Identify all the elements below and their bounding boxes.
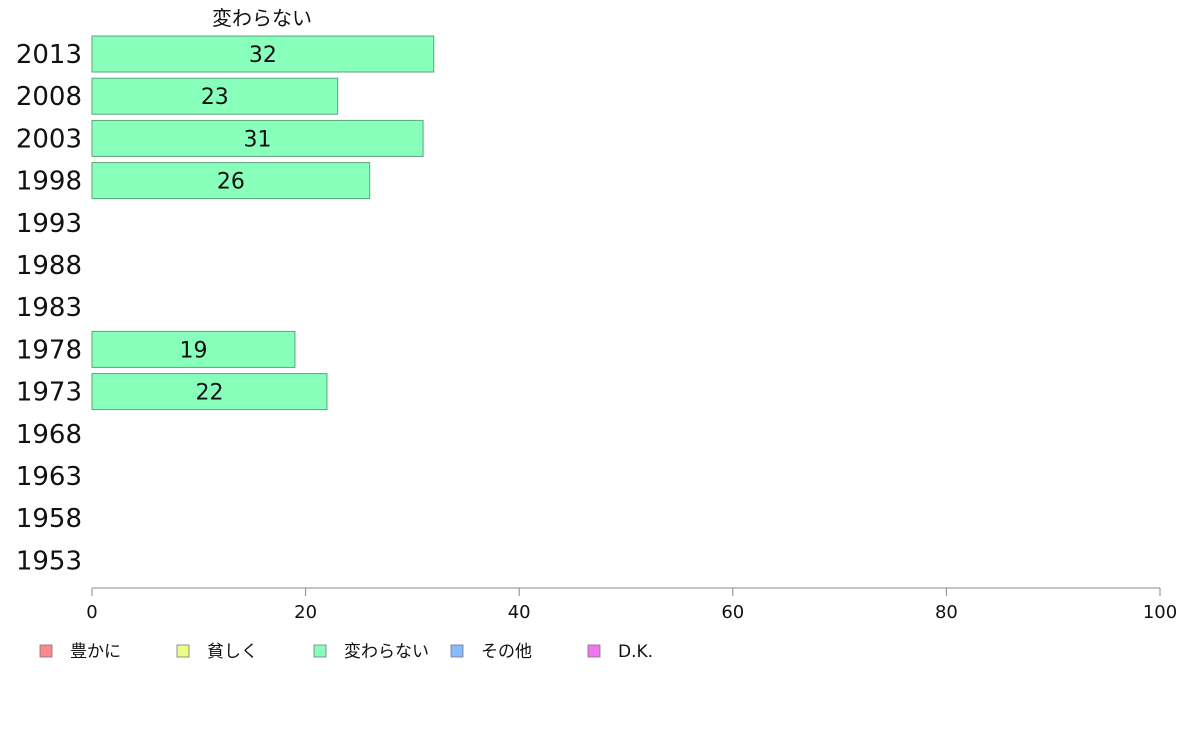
x-axis: 0 20 40 60 80 100 (86, 587, 1177, 623)
data-label: 23 (201, 85, 229, 110)
legend-swatch (313, 644, 327, 658)
category-label: 2008 (16, 82, 82, 112)
category-labels: 2013 2008 2003 1998 1993 1988 1983 1978 1973 1968… (16, 40, 82, 576)
legend-label: 貧しく (207, 642, 258, 662)
x-tick-label: 0 (86, 602, 97, 623)
category-label: 1968 (16, 420, 82, 450)
x-tick-label: 40 (508, 602, 531, 623)
bar (91, 119, 424, 157)
legend-swatch (450, 644, 464, 658)
x-tick-label: 60 (721, 602, 744, 623)
legend-label: 変わらない (344, 642, 429, 662)
bar (91, 373, 328, 411)
category-label: 1988 (16, 251, 82, 281)
data-label: 32 (249, 43, 277, 68)
bar (91, 35, 435, 73)
category-label: 1953 (16, 546, 82, 576)
category-label: 1993 (16, 209, 82, 239)
legend-label: D.K. (618, 642, 653, 662)
category-label: 1978 (16, 335, 82, 365)
legend-swatch (39, 644, 53, 658)
data-label: 19 (179, 338, 207, 363)
x-tick-label: 80 (935, 602, 958, 623)
data-label: 22 (195, 381, 223, 406)
legend-label: その他 (481, 642, 532, 662)
legend-label: 豊かに (70, 642, 121, 662)
legend-swatch (176, 644, 190, 658)
category-label: 1983 (16, 293, 82, 323)
data-label: 31 (244, 127, 272, 152)
category-label: 1958 (16, 504, 82, 534)
data-label: 26 (217, 170, 245, 195)
category-label: 2013 (16, 40, 82, 70)
bar (91, 162, 371, 200)
bar (91, 77, 339, 115)
x-tick-label: 20 (294, 602, 317, 623)
category-label: 1963 (16, 462, 82, 492)
bars-group: 32 23 31 26 19 22 (91, 35, 435, 411)
chart-title: 変わらない (212, 6, 312, 30)
legend: 豊かに 貧しく 変わらない その他 D.K. (39, 642, 653, 662)
category-label: 2003 (16, 124, 82, 154)
category-label: 1973 (16, 378, 82, 408)
legend-swatch (587, 644, 601, 658)
x-tick-label: 100 (1143, 602, 1177, 623)
bar (91, 330, 296, 368)
category-label: 1998 (16, 167, 82, 197)
